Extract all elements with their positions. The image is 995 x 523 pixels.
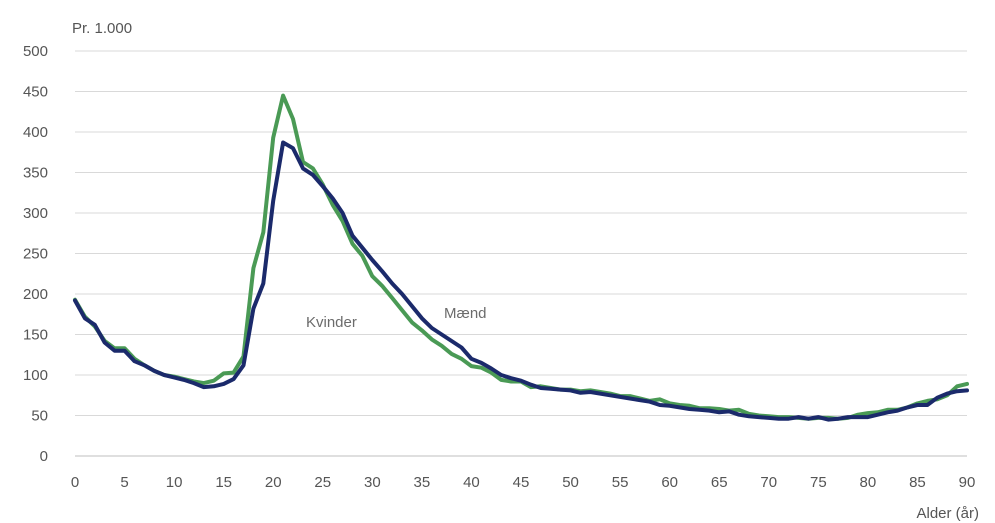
x-tick-label: 90 (959, 474, 976, 491)
y-tick-label: 500 (23, 43, 48, 60)
gridlines (75, 50, 967, 457)
x-tick-label: 85 (909, 474, 926, 491)
series-line-kvinder (73, 93, 969, 421)
series-label-maend: Mænd (444, 305, 487, 322)
x-tick-label: 75 (810, 474, 827, 491)
x-tick-label: 25 (314, 474, 331, 491)
series-line-maend (73, 140, 969, 422)
x-tick-label: 80 (860, 474, 877, 491)
x-tick-label: 40 (463, 474, 480, 491)
y-tick-label: 250 (23, 246, 48, 263)
series-label-kvinder: Kvinder (306, 314, 357, 331)
y-tick-label: 50 (31, 408, 48, 425)
y-tick-labels: 0 50 100 150 200 250 300 350 400 450 500 (23, 43, 48, 465)
y-tick-label: 100 (23, 367, 48, 384)
y-tick-label: 300 (23, 205, 48, 222)
x-tick-label: 30 (364, 474, 381, 491)
series-lines (73, 93, 969, 422)
y-tick-label: 350 (23, 165, 48, 182)
x-tick-label: 0 (71, 474, 79, 491)
y-tick-label: 0 (40, 448, 48, 465)
x-tick-labels: 0 5 10 15 20 25 30 35 40 45 50 55 60 65 70 75 80 85 90 (71, 474, 976, 491)
x-tick-label: 65 (711, 474, 728, 491)
x-tick-label: 10 (166, 474, 183, 491)
y-axis-label: Pr. 1.000 (72, 20, 132, 37)
x-tick-label: 15 (215, 474, 232, 491)
x-tick-label: 55 (612, 474, 629, 491)
x-axis-label: Alder (år) (916, 505, 979, 522)
x-tick-label: 35 (414, 474, 431, 491)
y-tick-label: 200 (23, 286, 48, 303)
x-tick-label: 50 (562, 474, 579, 491)
y-tick-label: 150 (23, 327, 48, 344)
x-tick-label: 60 (661, 474, 678, 491)
y-tick-label: 450 (23, 84, 48, 101)
y-tick-label: 400 (23, 124, 48, 141)
x-tick-label: 45 (513, 474, 530, 491)
x-tick-label: 70 (760, 474, 777, 491)
x-tick-label: 5 (120, 474, 128, 491)
x-tick-label: 20 (265, 474, 282, 491)
